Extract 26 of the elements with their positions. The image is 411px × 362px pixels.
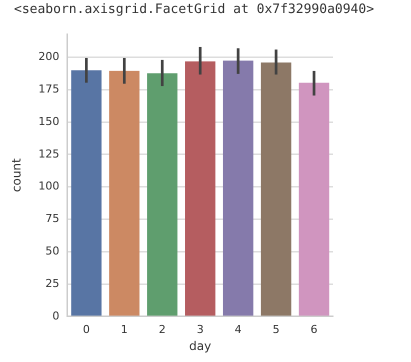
- bar: [222, 60, 254, 316]
- y-tick-label: 200: [38, 50, 60, 64]
- bar: [71, 70, 102, 316]
- bar: [109, 70, 140, 316]
- bar: [147, 73, 178, 316]
- bar: [185, 61, 216, 316]
- bar: [260, 62, 292, 316]
- x-tick-label: 5: [272, 322, 280, 336]
- y-tick-label: 0: [52, 309, 60, 322]
- x-tick-label: 0: [82, 322, 90, 336]
- y-tick-label: 175: [38, 82, 60, 96]
- y-axis-title: count: [9, 158, 24, 192]
- bar: [298, 82, 330, 316]
- x-tick-label: 6: [310, 322, 318, 336]
- text: <seaborn.axisgrid.FacetGrid at 0x7f32990a0940>: [14, 2, 374, 17]
- y-tick-label: 100: [38, 180, 60, 193]
- y-tick-label: 125: [38, 147, 60, 160]
- y-tick-label: 75: [45, 212, 60, 226]
- x-tick-label: 2: [158, 322, 166, 336]
- x-tick-label: 3: [196, 322, 204, 336]
- x-axis-title: day: [189, 338, 212, 353]
- y-tick-label: 25: [45, 276, 60, 290]
- y-tick-label: 50: [45, 244, 60, 258]
- y-tick-label: 150: [38, 114, 60, 128]
- x-tick-label: 1: [120, 322, 128, 336]
- x-tick-label: 4: [234, 322, 242, 336]
